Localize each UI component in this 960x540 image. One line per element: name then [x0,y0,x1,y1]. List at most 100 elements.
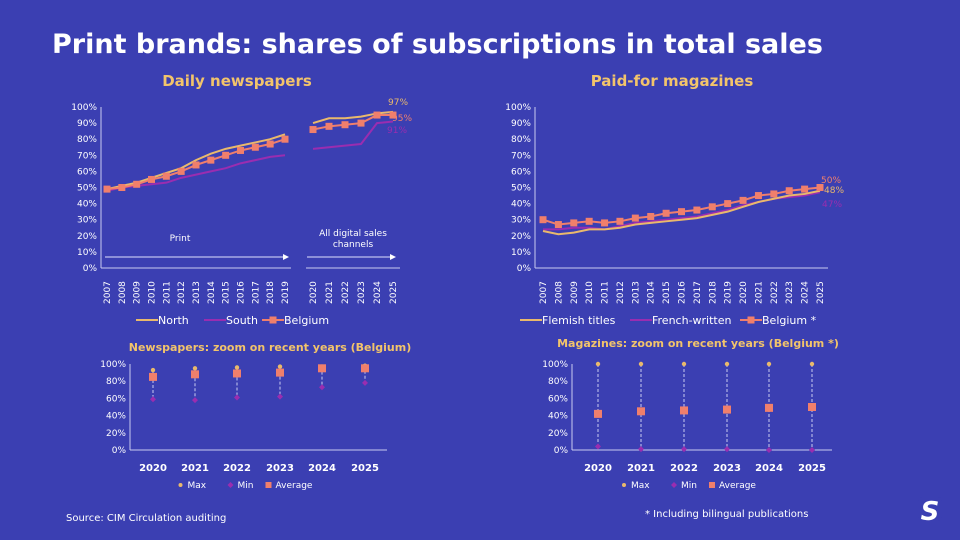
x-tick-label: 2018 [708,281,718,304]
data-point-belgium [207,156,215,164]
x-tick-label: 2020 [139,463,167,474]
data-point-min [150,396,156,403]
data-point-average [191,370,199,379]
x-tick-label: 2014 [207,281,217,304]
legend-label: Flemish titles [542,314,616,327]
y-tick-label: 100% [71,103,97,113]
x-tick-label: 2024 [373,281,383,304]
x-tick-label: 2020 [739,281,749,304]
data-point-belgium [251,143,259,151]
legend-label: Min [238,481,254,491]
data-point-average [361,364,369,373]
data-point-belgium [162,172,170,180]
data-point-belgium [570,219,578,227]
newspapers-zoom-title: Newspapers: zoom on recent years (Belgiu… [129,341,411,354]
data-point-min [192,397,198,404]
newspapers-chart-title: Daily newspapers [162,72,312,90]
slide-title: Print brands: shares of subscriptions in… [52,29,823,60]
legend-label: Average [276,481,313,491]
source-note: Source: CIM Circulation auditing [66,513,226,524]
x-tick-label: 2025 [816,281,826,304]
legend-label: North [158,314,189,327]
end-label-french: 47% [822,200,842,210]
data-point-average [637,407,645,416]
arrow-head-icon [283,254,289,260]
legend-label: South [226,314,258,327]
data-point-belgium [325,122,333,130]
x-tick-label: 2009 [133,281,143,304]
data-point-max [724,361,730,367]
data-point-min [681,446,687,453]
data-point-belgium [554,221,562,229]
y-tick-label: 0% [83,264,98,274]
data-point-belgium [770,190,778,198]
data-point-average [723,405,731,414]
data-point-average [318,364,326,373]
y-tick-label: 50% [511,184,531,194]
legend-marker-average [265,482,272,488]
data-point-belgium [724,200,732,208]
x-tick-label: 2010 [585,281,595,304]
x-tick-label: 2021 [627,463,655,474]
y-tick-label: 90% [511,119,531,129]
x-tick-label: 2022 [341,281,351,304]
x-tick-label: 2024 [801,281,811,304]
data-point-belgium [631,214,639,222]
series-line-south [312,120,394,150]
y-tick-label: 10% [77,248,97,258]
x-tick-label: 2019 [724,281,734,304]
data-point-belgium [222,151,230,159]
y-tick-label: 30% [77,216,97,226]
data-point-belgium [801,185,809,193]
y-tick-label: 20% [77,232,97,242]
data-point-belgium [662,209,670,217]
legend-marker-min [227,482,234,488]
x-tick-label: 2009 [570,281,580,304]
y-tick-label: 80% [106,377,126,387]
y-tick-label: 40% [548,412,568,422]
y-tick-label: 100% [100,360,126,370]
data-point-belgium [309,126,317,134]
x-tick-label: 2024 [308,463,336,474]
legend-marker-max [622,483,626,487]
legend-label: Max [631,481,650,491]
x-tick-label: 2020 [309,281,319,304]
x-tick-label: 2020 [584,463,612,474]
data-point-belgium [785,187,793,195]
x-tick-label: 2013 [192,281,202,304]
legend-label: Average [719,481,756,491]
end-label-belgium: 50% [821,176,841,186]
segment-label-line: channels [333,240,374,250]
end-label-flemish: 48% [824,186,844,196]
x-tick-label: 2017 [251,281,261,304]
data-point-belgium [177,167,185,175]
arrow-head-icon [390,254,396,260]
y-tick-label: 10% [511,248,531,258]
y-tick-label: 60% [511,167,531,177]
legend-marker-average [709,482,715,488]
data-point-max [638,361,644,367]
y-tick-label: 70% [511,151,531,161]
data-point-belgium [148,175,155,183]
y-tick-label: 0% [554,446,569,456]
x-tick-label: 2023 [785,281,795,304]
legend-label: French-written [652,314,732,327]
legend-label: Min [681,481,697,491]
legend-marker-max [178,483,183,487]
x-tick-label: 2012 [616,281,626,304]
x-tick-label: 2008 [554,281,564,304]
data-point-belgium [103,185,111,193]
legend-marker-min [671,482,677,488]
x-tick-label: 2010 [148,281,158,304]
y-tick-label: 100% [505,103,531,113]
data-point-belgium [816,184,824,191]
data-point-max [595,361,601,367]
x-tick-label: 2011 [162,281,172,304]
y-tick-label: 80% [548,377,568,387]
data-point-belgium [192,161,200,169]
data-point-average [149,372,157,381]
data-point-max [766,361,772,367]
y-tick-label: 80% [511,135,531,145]
data-point-average [233,369,241,378]
